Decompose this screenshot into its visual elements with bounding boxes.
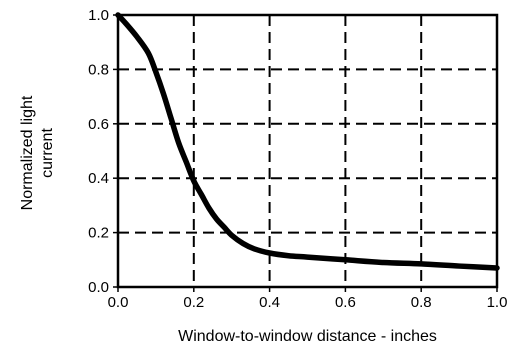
x-axis-label: Window-to-window distance - inches	[178, 328, 437, 345]
y-tick-label: 0.2	[88, 225, 109, 242]
x-tick-label: 0.4	[259, 294, 280, 311]
x-tick-label: 0.6	[335, 294, 356, 311]
x-tick-labels: 0.0 0.2 0.4 0.6 0.8 1.0	[108, 294, 508, 311]
y-axis-label: Normalized light current	[19, 95, 56, 210]
grid-lines	[118, 15, 497, 287]
x-tick-label: 0.8	[411, 294, 432, 311]
y-axis-label-line: Normalized light	[19, 95, 36, 210]
x-tick-label: 0.2	[183, 294, 204, 311]
x-tick-label: 0.0	[108, 294, 129, 311]
y-tick-label: 0.4	[88, 170, 109, 187]
y-axis-label-line: current	[39, 128, 56, 178]
series-layer	[115, 12, 500, 271]
y-tick-label: 0.0	[88, 279, 109, 296]
series-line	[115, 12, 500, 271]
plot-frame	[116, 13, 499, 289]
x-tick-label: 1.0	[487, 294, 508, 311]
tick-marks	[113, 14, 498, 292]
y-tick-label: 1.0	[88, 7, 109, 24]
y-tick-label: 0.8	[88, 61, 109, 78]
y-tick-labels: 0.0 0.2 0.4 0.6 0.8 1.0	[88, 7, 109, 296]
y-tick-label: 0.6	[88, 116, 109, 133]
